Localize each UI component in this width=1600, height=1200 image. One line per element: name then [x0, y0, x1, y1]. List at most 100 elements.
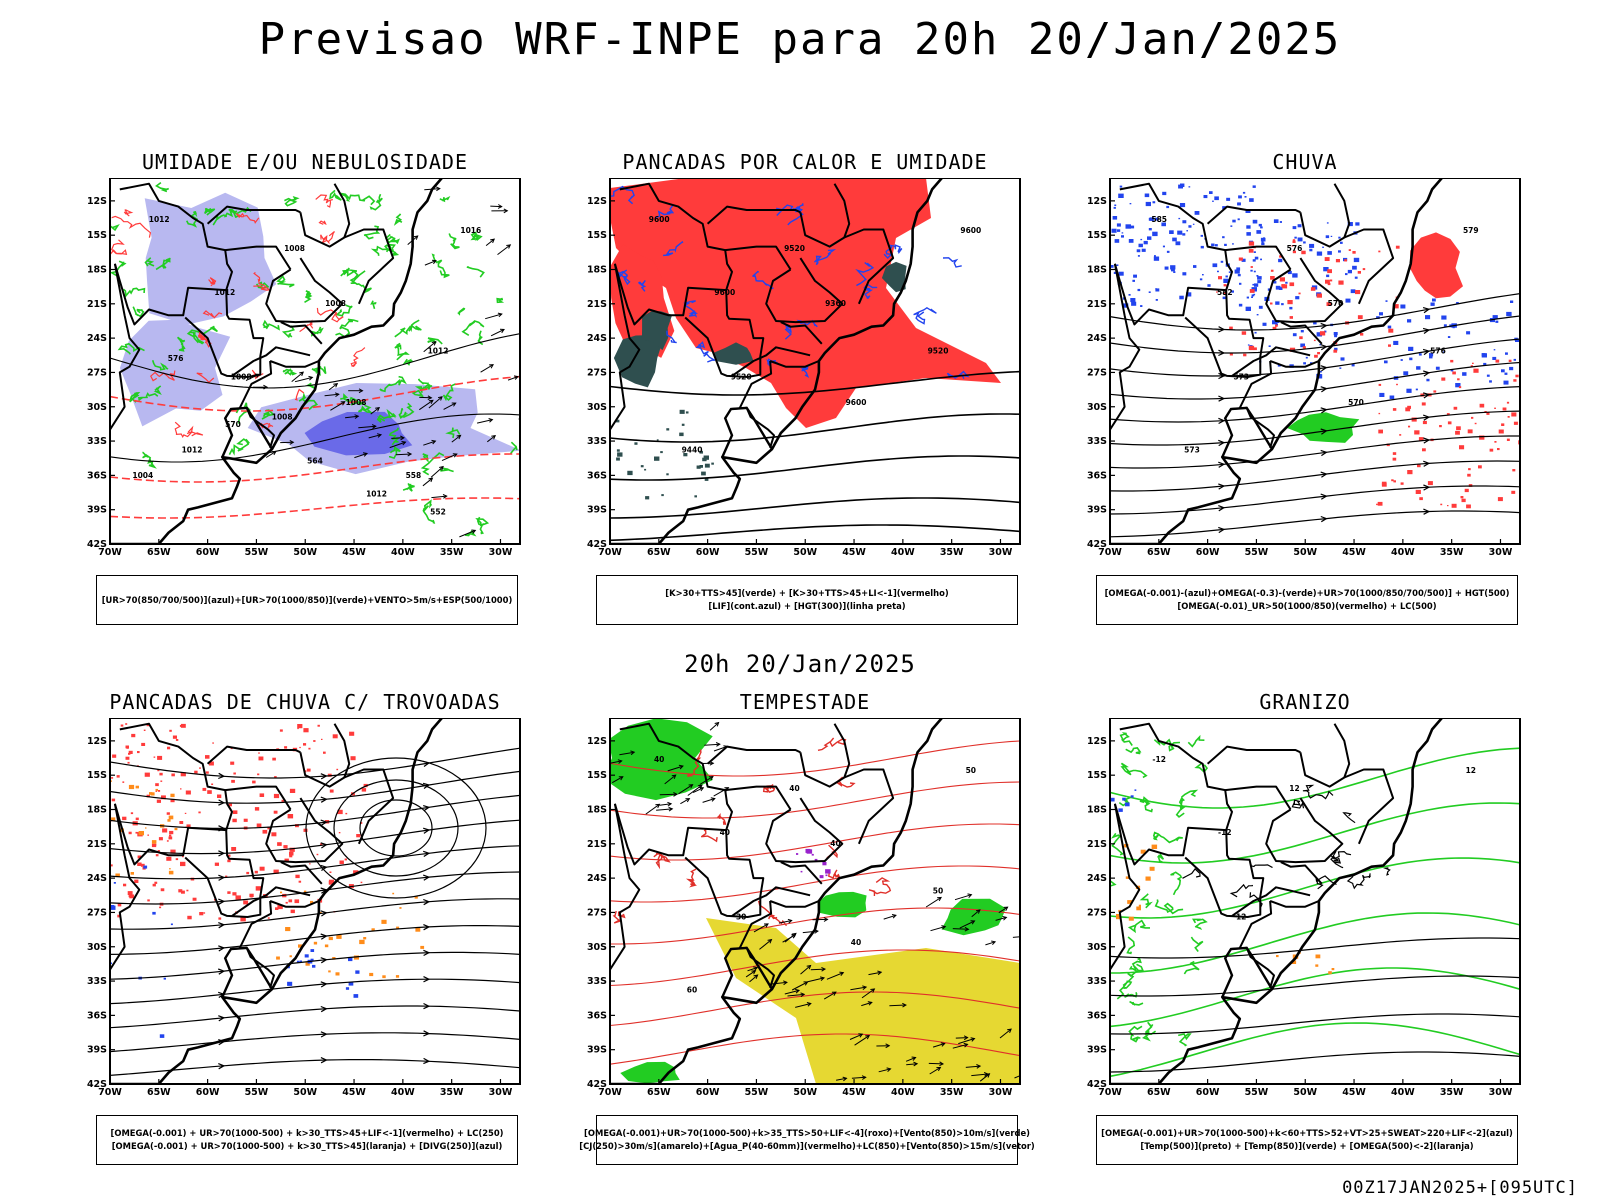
- storm-area-red: [336, 768, 339, 771]
- omega-area-blue: [1138, 243, 1143, 248]
- storm-area-red: [161, 795, 166, 800]
- wind850-vector-head: [842, 1076, 848, 1082]
- storm-area-red: [306, 768, 311, 772]
- wind-vector: [497, 244, 511, 255]
- storm-area-red: [175, 858, 179, 861]
- storm-area-red: [171, 773, 175, 777]
- lat-tick-label: 21S: [87, 299, 107, 310]
- rain-area-red: [1513, 379, 1517, 382]
- omega-area-blue: [1292, 226, 1297, 230]
- temp500-contour: [1229, 883, 1253, 898]
- wind-vector: [391, 437, 404, 439]
- wind850-vector-head: [618, 776, 624, 781]
- storm-area-red: [267, 826, 271, 830]
- storm-area-red: [168, 836, 173, 840]
- wind-vector-head: [375, 406, 381, 412]
- humidity-low-level-contour: [305, 382, 317, 390]
- storm-area-red: [252, 780, 256, 784]
- height-300-contour: [610, 524, 1020, 542]
- rain-area-red: [1292, 250, 1296, 254]
- wind-vector-head: [371, 424, 377, 429]
- contour-value-label: 573: [1184, 446, 1200, 455]
- storm-area-red: [275, 907, 279, 910]
- streamline-arrow: [1422, 307, 1431, 314]
- rain-area-red: [1392, 457, 1397, 461]
- political-border: [843, 228, 895, 305]
- omega-area-blue: [1231, 290, 1234, 293]
- omega500-area-orange: [1328, 971, 1332, 975]
- lon-tick-label: 40W: [391, 547, 415, 558]
- map-chuva: 585 582 579 576 573 570 576 573 570 12S 15S 18S 21S 2…: [1087, 178, 1521, 558]
- humidity-low-level-contour: [422, 453, 429, 463]
- map-canvas: 1012 1012 1016 1008 1008 1008 1012 1012 1008 1004…: [87, 178, 521, 558]
- heat-moisture-speck: [616, 419, 620, 423]
- omega-area-blue: [1486, 374, 1490, 377]
- storm-area-orange: [310, 900, 314, 904]
- omega-area-blue: [1260, 226, 1263, 229]
- omega-area-blue: [1443, 324, 1447, 327]
- lat-tick-label: 36S: [587, 470, 607, 481]
- rain-area-red: [1396, 383, 1398, 386]
- rain-area-red: [1472, 362, 1474, 364]
- storm-area-orange: [170, 793, 175, 798]
- lat-tick-label: 39S: [587, 1045, 607, 1056]
- lat-tick-label: 24S: [587, 873, 607, 884]
- wind-vector-head: [506, 244, 512, 249]
- lon-tick-label: 45W: [842, 547, 866, 558]
- wind850-vector: [889, 1004, 906, 1007]
- lat-tick-label: 42S: [1087, 539, 1107, 550]
- rain-area-red: [1409, 232, 1463, 299]
- thickness-contour-red: [111, 215, 152, 238]
- wind850-area-green: [941, 898, 1006, 936]
- streamline-850: [610, 907, 1020, 945]
- political-border: [610, 263, 641, 468]
- lc250-streamline: [110, 1032, 520, 1053]
- storm-area-red: [349, 731, 355, 736]
- temp850-contour: [1139, 893, 1153, 909]
- storm-area-red: [155, 790, 158, 792]
- storm-area-red: [321, 738, 323, 740]
- storm-area-red: [332, 734, 338, 739]
- omega-area-blue: [1275, 323, 1278, 326]
- lifted-index-contour: [942, 257, 962, 268]
- divergence-area-blue: [312, 964, 316, 968]
- divergence-area-blue: [110, 905, 116, 910]
- lat-tick-label: 18S: [587, 265, 607, 276]
- political-border: [230, 946, 275, 989]
- storm-area-red: [273, 793, 280, 799]
- contour-value-label: 40: [851, 938, 861, 947]
- rain-area-red: [1391, 479, 1394, 482]
- streamline-arrow: [1423, 370, 1431, 377]
- political-border: [684, 290, 765, 378]
- humidity-low-level-contour: [335, 304, 353, 317]
- wind850-vector: [678, 784, 693, 795]
- wind-vector-head: [340, 401, 346, 406]
- political-border: [280, 321, 323, 345]
- lat-tick-label: 18S: [87, 805, 107, 816]
- rain-area-red: [1376, 503, 1378, 506]
- omega-area-blue: [1251, 294, 1255, 297]
- omega-area-blue: [1319, 344, 1322, 346]
- omega-area-blue: [1148, 217, 1153, 221]
- omega-area-blue: [1275, 285, 1281, 290]
- wind-vector-head: [333, 382, 339, 388]
- lon-tick-label: 40W: [1391, 547, 1415, 558]
- divergence-area-blue: [353, 994, 359, 998]
- humidity-low-level-contour: [422, 499, 436, 524]
- lon-tick-label: 45W: [342, 547, 366, 558]
- hgt500-streamline: [1110, 410, 1520, 446]
- streamline-arrow: [1218, 326, 1226, 333]
- political-border: [1231, 346, 1311, 377]
- wind850-vector: [905, 1057, 916, 1062]
- thickness-contour-red: [350, 347, 366, 368]
- omega-area-blue: [1320, 371, 1322, 373]
- rain-area-red: [1427, 481, 1433, 486]
- streamline-arrow: [1320, 365, 1328, 372]
- wind-vector: [480, 364, 494, 373]
- lon-tick-label: 55W: [745, 547, 769, 558]
- omega-area-blue: [1325, 235, 1330, 239]
- omega-area-blue: [1214, 244, 1218, 247]
- rain-area-red: [1502, 407, 1507, 411]
- omega-area-blue: [1333, 332, 1338, 336]
- streamline-850: [610, 781, 1020, 819]
